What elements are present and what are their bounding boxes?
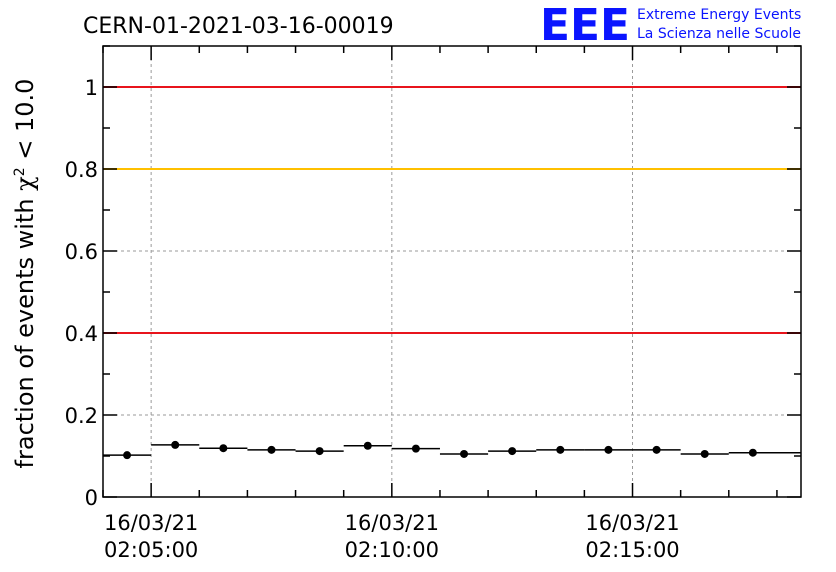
y-tick-label: 1 [85, 76, 98, 100]
data-point [267, 445, 276, 454]
y-tick-label: 0.6 [65, 240, 98, 264]
y-axis-label-prefix: fraction of events with [11, 191, 39, 469]
y-axis-ticks: 0 0.2 0.4 0.6 0.8 1 [65, 45, 801, 510]
y-axis-label-suffix: < 10.0 [11, 79, 39, 168]
y-tick-label: 0.4 [65, 322, 98, 346]
data-point [460, 449, 469, 458]
eee-logo: EEE Extreme Energy Events La Scienza nel… [540, 0, 801, 51]
y-axis-label-sup: 2 [12, 167, 28, 176]
y-tick-label: 0.2 [65, 404, 98, 428]
data-point [652, 445, 661, 454]
data-point [363, 441, 372, 450]
x-tick-time-label: 02:10:00 [345, 538, 439, 562]
chart-title: CERN-01-2021-03-16-00019 [83, 14, 394, 39]
data-point [171, 440, 180, 449]
data-point [123, 451, 132, 460]
data-point [315, 447, 324, 456]
data-series [103, 440, 801, 460]
y-axis-label-symbol: χ [11, 176, 39, 191]
x-tick-time-label: 02:05:00 [104, 538, 198, 562]
y-tick-label: 0.8 [65, 158, 98, 182]
logo-line-2: La Scienza nelle Scuole [637, 26, 801, 42]
x-tick-time-label: 02:15:00 [585, 538, 679, 562]
data-point [556, 445, 565, 454]
reference-lines [103, 86, 801, 334]
logo-mark: EEE [540, 0, 630, 51]
data-point [748, 448, 757, 457]
data-point [219, 444, 228, 453]
plot-frame [102, 45, 802, 498]
grid [103, 46, 801, 497]
x-axis-ticks: 16/03/21 02:05:00 16/03/21 02:10:00 16/03/21… [102, 46, 778, 562]
x-tick-date-label: 16/03/21 [345, 511, 439, 535]
data-point [700, 449, 709, 458]
x-tick-date-label: 16/03/21 [104, 511, 198, 535]
data-point [604, 445, 613, 454]
y-axis-label: fraction of events with χ2 < 10.0 [11, 79, 39, 469]
data-point [411, 444, 420, 453]
logo-line-1: Extreme Energy Events [637, 7, 801, 23]
x-tick-date-label: 16/03/21 [585, 511, 679, 535]
y-tick-label: 0 [85, 486, 98, 510]
data-point [508, 447, 517, 456]
